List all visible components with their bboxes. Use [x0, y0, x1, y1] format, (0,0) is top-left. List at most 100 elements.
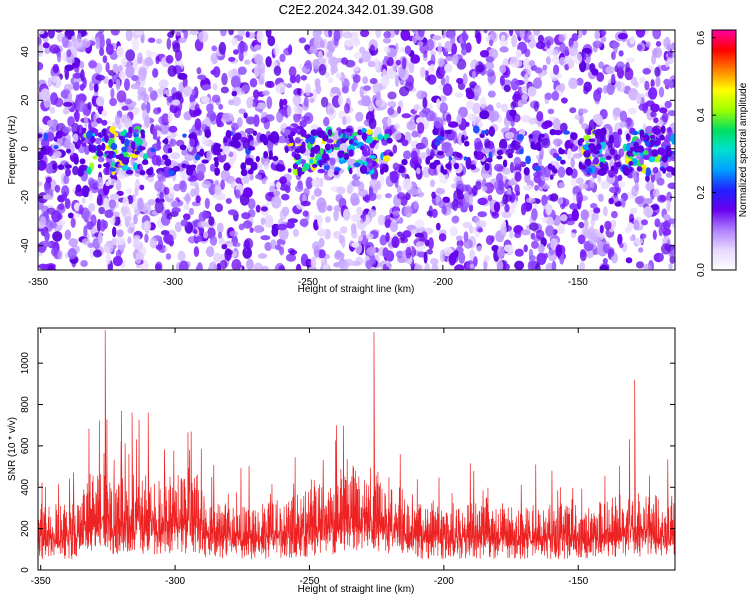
spectrogram-blob: [347, 157, 352, 165]
spectrogram-blob: [109, 97, 117, 107]
spectrogram-signal-blob: [213, 157, 219, 162]
spectrogram-blob: [109, 193, 120, 200]
spectrogram-blob: [279, 53, 286, 63]
spectrogram-blob: [282, 98, 288, 106]
spectrogram-signal-blob: [133, 128, 139, 134]
spectrogram-blob: [224, 249, 233, 256]
spectrogram-blob: [117, 174, 126, 180]
spectrogram-signal-blob: [628, 161, 634, 166]
spectrogram-signal-blob: [368, 155, 377, 159]
spectrogram-blob: [514, 260, 525, 270]
spectrogram-blob: [281, 193, 290, 201]
spectrogram-signal-blob: [319, 147, 324, 155]
spectrogram-blob: [205, 246, 215, 258]
spectrogram-blob: [228, 157, 235, 166]
spectrogram-blob: [323, 116, 330, 127]
spectrogram-blob: [463, 239, 473, 249]
spectrogram-blob: [489, 35, 496, 41]
spectrogram-blob: [452, 198, 459, 212]
spectrogram-blob: [130, 83, 141, 90]
spectrogram-signal-blob: [109, 167, 117, 172]
spectrogram-signal-blob: [507, 152, 513, 159]
spectrogram-signal-blob: [570, 132, 578, 140]
spectrogram-blob: [451, 53, 459, 65]
colorbar-tick-label: 0.2: [696, 185, 707, 199]
spectrogram-blob: [436, 98, 441, 110]
spectrogram-blob: [255, 204, 261, 213]
spectrogram-blob: [133, 214, 138, 225]
spectrogram-blob: [338, 234, 344, 244]
spectrogram-signal-blob: [445, 163, 452, 170]
spectrogram-blob: [502, 167, 511, 175]
spectrogram-blob: [572, 153, 583, 159]
spectrogram-blob: [421, 136, 429, 149]
spectrogram-blob: [617, 233, 623, 245]
spectrogram-blob: [93, 249, 102, 258]
spectrogram-signal-blob: [97, 144, 102, 154]
spectrogram-blob: [355, 111, 364, 122]
spectrogram-blob: [573, 53, 583, 65]
spectrogram-blob: [115, 236, 125, 246]
snr-x-tick-label: -150: [568, 576, 588, 587]
spectrogram-blob: [496, 259, 504, 270]
spectrogram-signal-blob: [142, 159, 149, 165]
spectrogram-blob: [276, 181, 282, 189]
spectrogram-blob: [253, 114, 260, 127]
spectrogram-blob: [166, 37, 172, 50]
spectrogram-signal-blob: [601, 164, 609, 172]
spectrogram-signal-blob: [479, 133, 485, 139]
spectrogram-signal-blob: [337, 150, 344, 159]
spectrogram-signal-blob: [324, 143, 331, 151]
snr-y-ticks: 0 200 400 600 800 1000: [20, 352, 675, 573]
spectrogram-blob: [535, 263, 541, 270]
spectrogram-blob: [653, 117, 659, 124]
spectrogram-blob: [177, 72, 188, 80]
spectrogram-signal-blob: [382, 163, 389, 173]
spectrogram-blob: [289, 74, 297, 84]
spectrogram-blob: [484, 138, 491, 149]
spectrogram-blob: [600, 36, 607, 43]
spectrogram-blob: [294, 137, 301, 144]
spectrogram-blob: [218, 41, 227, 55]
spectrogram-blob: [580, 209, 589, 221]
spectrogram-blob: [184, 154, 194, 161]
spectrogram-blob: [431, 208, 438, 218]
spectrogram-y-tick-label: -20: [20, 190, 31, 205]
spectrogram-blob: [336, 72, 342, 80]
spectrogram-signal-blob: [172, 165, 181, 172]
spectrogram-blob: [262, 90, 270, 96]
spectrogram-blob: [235, 177, 242, 184]
spectrogram-blob: [273, 65, 282, 77]
spectrogram-signal-blob: [294, 148, 302, 154]
spectrogram-blob: [417, 187, 422, 194]
spectrogram-blob: [148, 86, 154, 93]
spectrogram-blob: [280, 109, 288, 117]
spectrogram-blob: [509, 161, 515, 174]
spectrogram-blob: [516, 49, 522, 58]
spectrogram-blob: [435, 187, 446, 195]
spectrogram-blob: [190, 30, 199, 36]
spectrogram-blob: [418, 110, 428, 118]
spectrogram-blob: [147, 199, 156, 206]
spectrogram-signal-blob: [365, 135, 373, 144]
spectrogram-blob: [660, 243, 671, 255]
spectrogram-blob: [444, 145, 454, 158]
spectrogram-blob: [104, 209, 114, 218]
spectrogram-signal-blob: [436, 135, 444, 142]
spectrogram-blob: [557, 166, 566, 178]
spectrogram-blob: [373, 57, 380, 71]
spectrogram-blob: [481, 147, 492, 154]
spectrogram-blob: [67, 212, 74, 219]
spectrogram-blob: [156, 38, 162, 44]
spectrogram-signal-blob: [120, 131, 126, 137]
spectrogram-signal-blob: [284, 146, 289, 154]
spectrogram-signal-blob: [433, 159, 441, 166]
spectrogram-blob: [54, 30, 63, 33]
spectrogram-signal-blob: [43, 132, 48, 142]
spectrogram-blob: [425, 74, 431, 82]
spectrogram-blob: [328, 108, 335, 115]
spectrogram-signal-blob: [234, 132, 242, 140]
spectrogram-blob: [410, 150, 418, 161]
spectrogram-blob: [72, 72, 82, 79]
